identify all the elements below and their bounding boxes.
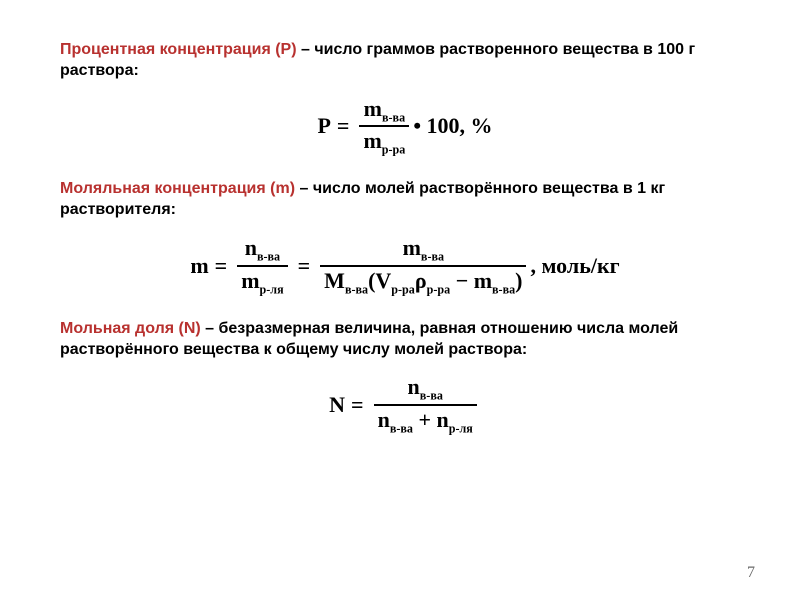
definition-percent: Процентная концентрация (Р) – число грам… [60,40,750,82]
N-lhs: N [329,392,345,418]
term-molal: Моляльная концентрация (m) [60,180,295,197]
formula-molefrac: N = nв-ва nв-ва + nр-ля [60,374,750,436]
m-frac2: mв-ва Mв-ва(Vр-раρр-ра − mв-ва) [320,235,526,297]
equals: = [337,113,350,139]
m-frac1: nв-ва mр-ля [237,235,287,297]
N-fraction: nв-ва nв-ва + nр-ля [374,374,477,436]
term-percent: Процентная концентрация (Р) [60,41,297,58]
slide-content: Процентная концентрация (Р) – число грам… [0,0,800,478]
term-molefrac: Мольная доля (N) [60,320,201,337]
page-number: 7 [747,564,755,582]
P-tail: • 100, % [413,113,492,139]
P-fraction: mв-ва mр-ра [359,96,409,158]
m-unit: , моль/кг [530,253,619,279]
definition-molal: Моляльная концентрация (m) – число молей… [60,179,750,221]
definition-molefrac: Мольная доля (N) – безразмерная величина… [60,319,750,361]
P-lhs: P [317,113,330,139]
formula-percent: P = mв-ва mр-ра • 100, % [60,96,750,158]
m-lhs: m [190,253,208,279]
formula-molal: m = nв-ва mр-ля = mв-ва Mв-ва(Vр-раρр-ра… [60,235,750,297]
